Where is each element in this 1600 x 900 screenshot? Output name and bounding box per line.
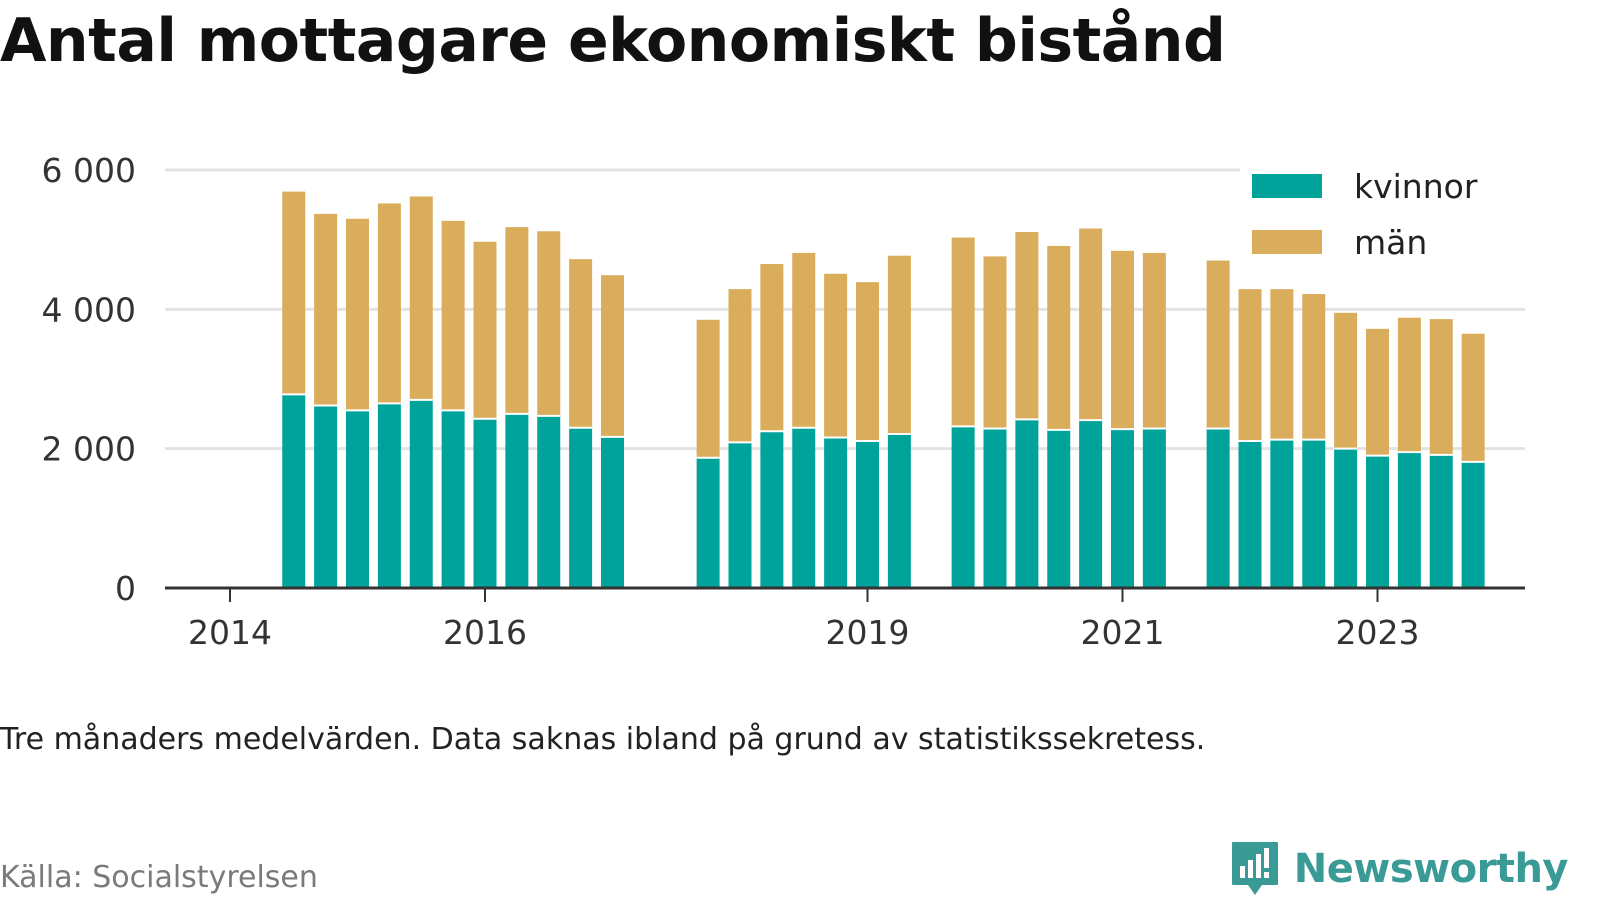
- bar-kvinnor: [696, 457, 720, 588]
- bar-man: [1015, 232, 1039, 420]
- bar-kvinnor: [1142, 428, 1166, 588]
- legend-kvinnor-swatch: [1252, 174, 1322, 198]
- bar-kvinnor: [537, 415, 561, 588]
- bar-man: [760, 264, 784, 432]
- bar-kvinnor: [1461, 461, 1485, 588]
- legend: kvinnor män: [1240, 160, 1525, 280]
- bar-man: [824, 273, 848, 438]
- stacked-bar-chart: 0 2 000 4 000 6 000 2014 2016 2019 2021 2023 kvi…: [42, 151, 1525, 652]
- bar-kvinnor: [1270, 439, 1294, 588]
- chart-title: Antal mottagare ekonomiskt bistånd: [0, 6, 1226, 76]
- x-tick-label: 2021: [1081, 613, 1165, 652]
- x-tick-label: 2016: [443, 613, 527, 652]
- bar-kvinnor: [1015, 419, 1039, 588]
- bar-kvinnor: [1429, 454, 1453, 588]
- bar-kvinnor: [983, 428, 1007, 588]
- bar-man: [887, 255, 911, 435]
- y-tick-label: 6 000: [42, 151, 136, 190]
- x-tick-label: 2019: [826, 613, 910, 652]
- bar-kvinnor: [728, 442, 752, 588]
- bar-kvinnor: [505, 413, 529, 588]
- bar-kvinnor: [1302, 439, 1326, 588]
- chart-note: Tre månaders medelvärden. Data saknas ib…: [0, 722, 1206, 757]
- bar-kvinnor: [1366, 455, 1389, 588]
- bar-man: [473, 241, 497, 419]
- bar-kvinnor: [760, 431, 784, 588]
- bar-man: [282, 191, 306, 395]
- bar-kvinnor: [314, 405, 338, 588]
- bar-kvinnor: [1206, 428, 1230, 588]
- legend-man-swatch: [1252, 230, 1322, 254]
- y-tick-label: 2 000: [42, 430, 136, 469]
- bar-man: [569, 259, 593, 428]
- bar-kvinnor: [473, 418, 497, 588]
- legend-kvinnor-label: kvinnor: [1354, 167, 1478, 206]
- legend-man-label: män: [1354, 223, 1427, 262]
- bar-kvinnor: [1397, 452, 1421, 588]
- brand-name: Newsworthy: [1293, 846, 1569, 892]
- bar-man: [1366, 328, 1389, 456]
- bar-man: [1461, 333, 1485, 462]
- bar-man: [377, 203, 401, 404]
- bar-man: [1111, 250, 1134, 430]
- bar-kvinnor: [441, 410, 465, 588]
- bar-man: [1334, 312, 1358, 449]
- bar-man: [1429, 319, 1453, 455]
- bar-kvinnor: [1047, 429, 1071, 588]
- bar-man: [1206, 260, 1230, 429]
- bar-man: [1142, 252, 1166, 429]
- bar-man: [505, 227, 529, 414]
- bar-man: [1079, 228, 1103, 421]
- bar-man: [1047, 245, 1071, 430]
- bar-kvinnor: [1111, 429, 1134, 588]
- bar-kvinnor: [824, 437, 848, 588]
- bar-man: [951, 237, 975, 427]
- bar-man: [1270, 289, 1294, 440]
- bar-man: [1397, 317, 1421, 453]
- bar-kvinnor: [856, 441, 879, 588]
- bar-kvinnor: [887, 434, 911, 588]
- newsworthy-logo-icon: [1231, 842, 1278, 895]
- bar-man: [314, 213, 338, 406]
- bar-man: [856, 282, 879, 442]
- source-credit: Källa: Socialstyrelsen: [0, 860, 318, 895]
- bar-kvinnor: [377, 403, 401, 588]
- bar-man: [441, 220, 465, 411]
- brand-logo: Newsworthy: [1230, 840, 1569, 898]
- x-tick-label: 2014: [188, 613, 272, 652]
- bars: [282, 191, 1485, 588]
- bar-man: [728, 289, 752, 443]
- bar-man: [1238, 289, 1262, 442]
- y-tick-label: 0: [115, 569, 136, 608]
- bar-man: [346, 218, 369, 411]
- bar-man: [601, 275, 624, 437]
- bar-man: [792, 252, 816, 428]
- bar-man: [1302, 294, 1326, 440]
- y-tick-label: 4 000: [42, 290, 136, 329]
- bar-kvinnor: [1079, 420, 1103, 588]
- x-tick-label: 2023: [1336, 613, 1420, 652]
- bar-kvinnor: [282, 394, 306, 588]
- bar-man: [409, 196, 433, 400]
- axes: 0 2 000 4 000 6 000 2014 2016 2019 2021 2023: [42, 151, 1525, 652]
- bar-man: [696, 319, 720, 458]
- bar-kvinnor: [601, 436, 624, 588]
- bar-kvinnor: [792, 427, 816, 588]
- bar-kvinnor: [569, 427, 593, 588]
- bar-kvinnor: [346, 410, 369, 588]
- bar-kvinnor: [1334, 448, 1358, 588]
- bar-kvinnor: [1238, 441, 1262, 588]
- bar-man: [537, 231, 561, 416]
- bar-kvinnor: [409, 399, 433, 588]
- bar-kvinnor: [951, 426, 975, 588]
- bar-man: [983, 256, 1007, 429]
